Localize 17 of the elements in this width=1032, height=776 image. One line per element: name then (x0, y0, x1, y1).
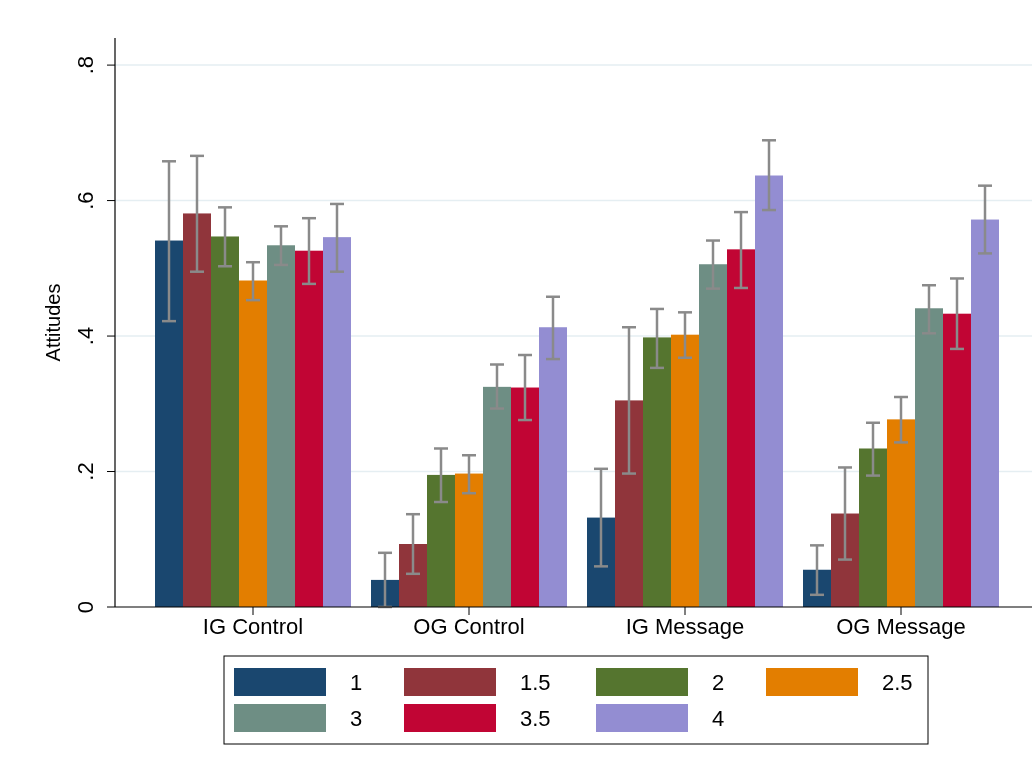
legend-label: 3.5 (520, 706, 551, 731)
y-tick-label: .2 (73, 462, 98, 481)
x-tick-label: IG Message (625, 614, 745, 639)
y-tick-label: 0 (73, 600, 98, 614)
legend-label: 4 (712, 706, 725, 731)
y-tick-label: .4 (73, 326, 98, 346)
x-tick-label: OG Control (413, 614, 525, 639)
legend-label: 1.5 (520, 670, 551, 695)
legend-label: 1 (350, 670, 363, 695)
legend-label: 2 (712, 670, 725, 695)
y-tick-label: .8 (73, 55, 98, 75)
x-tick-label: IG Control (202, 614, 304, 639)
y-axis-title: Attitudes (42, 283, 64, 362)
legend-label: 3 (350, 706, 363, 731)
legend-label: 2.5 (882, 670, 913, 695)
x-tick-label: OG Message (836, 614, 966, 639)
y-tick-label: .6 (73, 191, 98, 210)
